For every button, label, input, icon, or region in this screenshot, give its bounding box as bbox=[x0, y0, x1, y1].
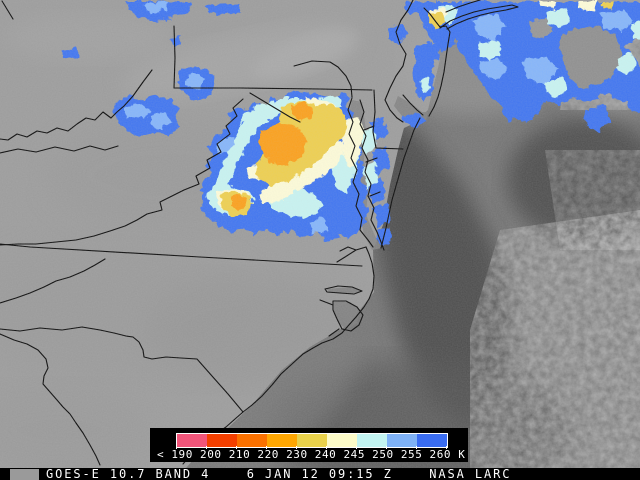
legend-segment bbox=[237, 434, 267, 447]
image-grain bbox=[0, 0, 640, 468]
temperature-legend: < 190 200 210 220 230 240 245 250 255 26… bbox=[150, 428, 468, 462]
legend-tick-labels: < 190 200 210 220 230 240 245 250 255 26… bbox=[157, 448, 466, 461]
legend-segment bbox=[417, 434, 447, 447]
legend-segment bbox=[207, 434, 237, 447]
legend-segment bbox=[177, 434, 207, 447]
status-bar-artifact bbox=[10, 469, 39, 480]
status-bar-text: GOES-E 10.7 BAND 4 6 JAN 12 09:15 Z NASA… bbox=[46, 467, 512, 480]
legend-segment bbox=[297, 434, 327, 447]
legend-segment bbox=[387, 434, 417, 447]
legend-segment bbox=[327, 434, 357, 447]
legend-tickmarks bbox=[176, 446, 448, 449]
legend-segment bbox=[357, 434, 387, 447]
status-bar: GOES-E 10.7 BAND 4 6 JAN 12 09:15 Z NASA… bbox=[0, 468, 640, 480]
legend-segment bbox=[267, 434, 297, 447]
